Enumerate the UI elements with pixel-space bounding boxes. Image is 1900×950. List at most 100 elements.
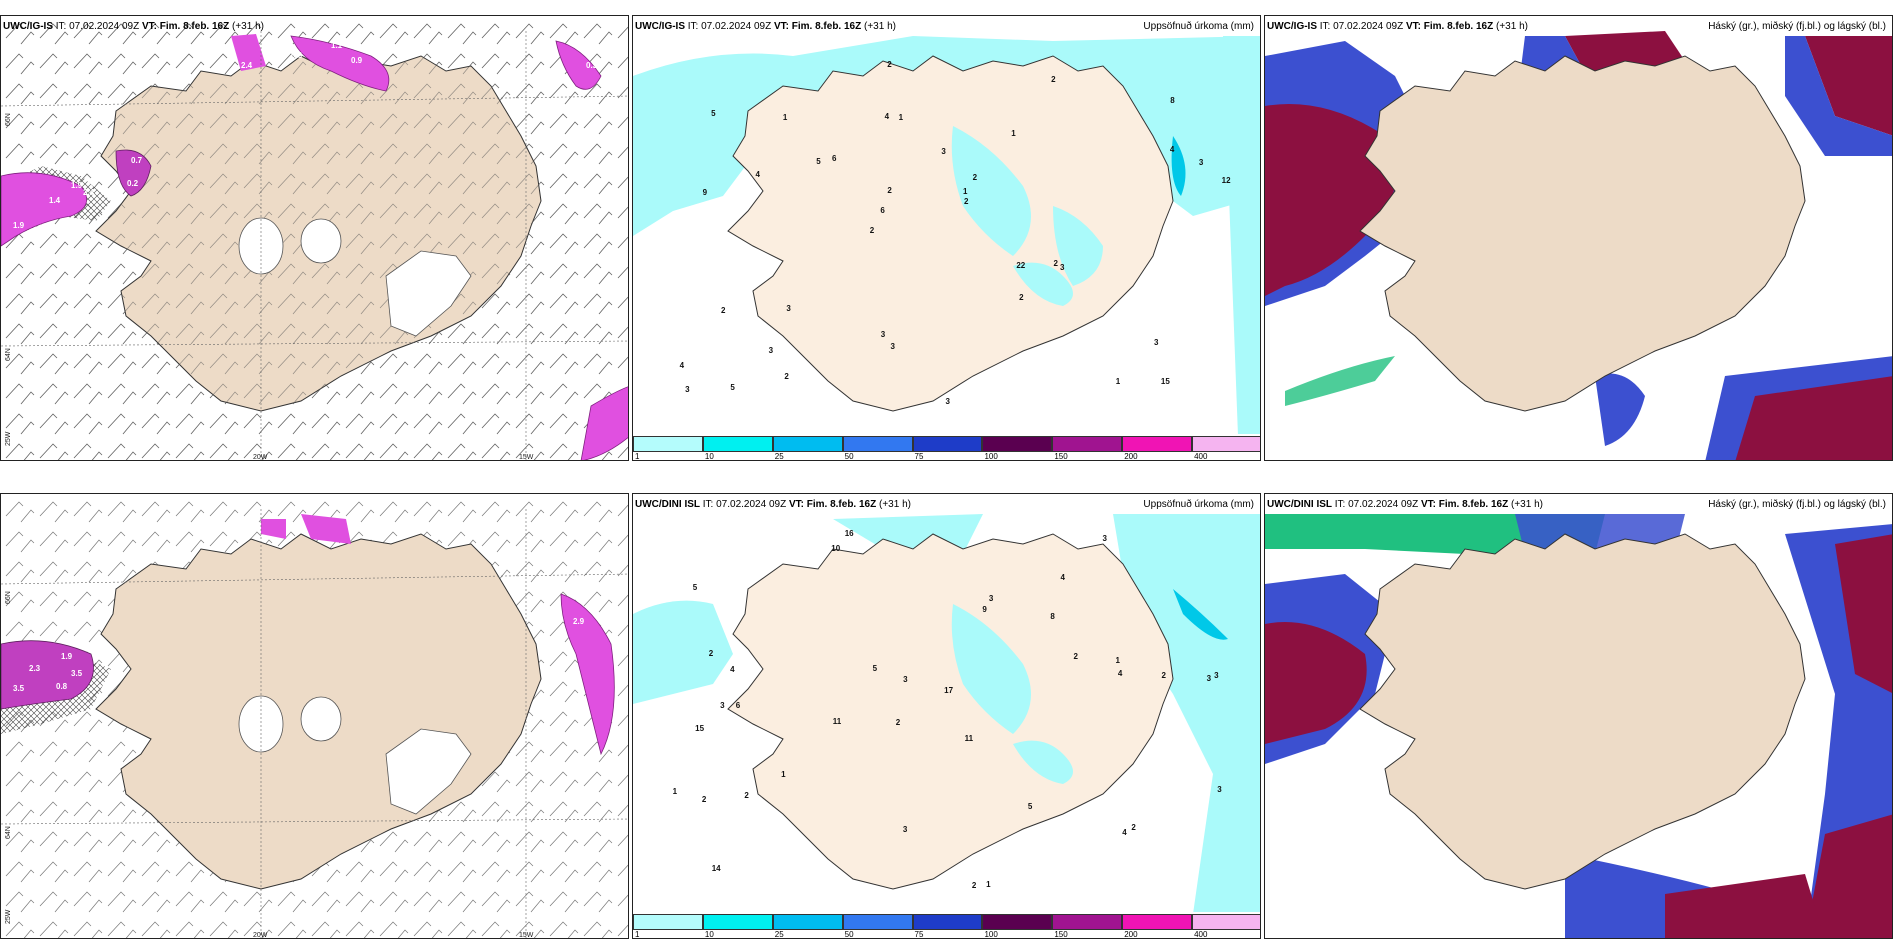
lat-label-64n: 64N — [5, 348, 12, 361]
precip-value: 5 — [711, 108, 716, 118]
precip-value: 22 — [1016, 260, 1026, 270]
precip-value: 3 — [1102, 534, 1107, 544]
map-panel-precip-igis: UWC/IG-IS IT: 07.02.2024 09Z VT: Fim. 8.… — [632, 15, 1261, 461]
wind-value: 0.8 — [56, 682, 68, 691]
lat-label-66n: 66N — [5, 113, 12, 126]
wind-value: 0.9 — [351, 56, 363, 65]
precip-value: 9 — [702, 187, 708, 197]
precip-value: 4 — [679, 361, 685, 371]
precip-value: 5 — [692, 583, 698, 593]
lead-time: (+31 h) — [864, 21, 896, 32]
precip-value: 2 — [869, 226, 875, 236]
model-name: UWC/DINI ISL — [635, 499, 700, 510]
panel-title: UWC/DINI ISL IT: 07.02.2024 09Z VT: Fim.… — [1267, 499, 1543, 510]
lead-time: (+31 h) — [879, 499, 911, 510]
precip-value: 2 — [971, 881, 977, 891]
init-time: IT: 07.02.2024 09Z — [687, 21, 772, 32]
model-name: UWC/IG-IS — [3, 21, 53, 32]
wind-value: 1.9 — [71, 181, 83, 190]
precip-value: 2 — [701, 794, 707, 804]
colorbar-tick-label: 200 — [1124, 452, 1138, 461]
colorbar-tick-label: 10 — [704, 930, 714, 939]
colorbar-tick-label: 200 — [1124, 930, 1138, 939]
precip-value: 2 — [887, 186, 892, 196]
precip-value: 2 — [963, 196, 969, 206]
precip-value: 2 — [1053, 258, 1058, 268]
precip-value: 1 — [781, 769, 786, 779]
precip-map — [633, 16, 1260, 460]
precip-value: 2 — [708, 648, 714, 658]
colorbar-tick-label: 1 — [635, 452, 640, 461]
precip-value: 4 — [1122, 828, 1127, 838]
colorbar-tick-label: 25 — [774, 930, 784, 939]
model-name: UWC/DINI ISL — [1267, 499, 1332, 510]
precip-value: 8 — [1050, 611, 1055, 621]
wind-value: 0.6 — [291, 51, 303, 60]
wind-value: 0.2 — [127, 179, 139, 188]
precip-value: 2 — [721, 306, 726, 316]
colorbar-tick-label: 150 — [1054, 930, 1068, 939]
colorbar-tick-label: 100 — [984, 452, 998, 461]
precip-value: 3 — [685, 384, 690, 394]
wind-value: 3.5 — [71, 669, 83, 678]
precip-value: 3 — [880, 329, 886, 339]
valid-time: Fim. 8.feb. 16Z — [791, 21, 862, 32]
precip-value: 5 — [730, 382, 735, 392]
colorbar-swatch — [1052, 436, 1123, 452]
wind-value: 1.9 — [13, 221, 25, 230]
precip-value: 5 — [872, 663, 878, 673]
lon-label-25w: 25W — [5, 909, 12, 924]
precip-value: 9 — [982, 605, 987, 615]
precip-value: 11 — [964, 733, 974, 743]
lon-label-15w: 15W — [519, 454, 534, 461]
precip-value: 3 — [1154, 337, 1159, 347]
colorbar-swatch — [633, 436, 703, 452]
precip-value: 14 — [711, 864, 721, 874]
colorbar-swatch — [982, 914, 1053, 930]
map-panel-precip-dini: UWC/DINI ISL IT: 07.02.2024 09Z VT: Fim.… — [632, 493, 1261, 939]
valid-time: Fim. 8.feb. 16Z — [1438, 499, 1509, 510]
lon-label-25w: 25W — [5, 431, 12, 446]
precip-value: 2 — [1131, 823, 1136, 833]
wind-value: 2.4 — [83, 188, 95, 197]
precip-value: 3 — [903, 674, 908, 684]
precip-value: 2 — [1161, 671, 1166, 681]
colorbar-swatch — [702, 436, 773, 452]
precip-value: 4 — [730, 664, 735, 674]
init-time: IT: 07.02.2024 09Z — [702, 499, 787, 510]
wind-value: 1.9 — [61, 652, 73, 661]
precip-value: 3 — [945, 396, 950, 406]
valid-time: Fim. 8.feb. 16Z — [1423, 21, 1494, 32]
lat-label-64n: 64N — [5, 826, 12, 839]
precip-value: 17 — [944, 686, 954, 696]
precip-value: 3 — [1059, 263, 1065, 273]
precip-value: 3 — [720, 701, 725, 711]
precip-value: 3 — [902, 825, 908, 835]
lon-label-20w: 20W — [253, 932, 268, 939]
precip-value: 1 — [1115, 376, 1121, 386]
colorbar-swatch — [702, 914, 773, 930]
precip-value: 4 — [884, 111, 890, 121]
precip-value: 6 — [831, 154, 837, 164]
precip-colorbar: 1 10 25 50 75 100 150 200 400 — [633, 910, 1260, 939]
map-panel-wind-dini: 66N 64N 25W 20W 15W 3.5 0.8 1.9 2.3 3.5 … — [0, 493, 629, 939]
init-time: IT: 07.02.2024 09Z — [55, 21, 140, 32]
precip-value: 12 — [1221, 176, 1231, 186]
precip-map — [633, 494, 1260, 938]
valid-label: VT: — [1420, 499, 1436, 510]
wind-value: 0.7 — [131, 156, 143, 165]
colorbar-swatch — [633, 914, 703, 930]
precip-value: 4 — [1117, 669, 1123, 679]
panel-title: UWC/DINI ISL IT: 07.02.2024 09Z VT: Fim.… — [635, 499, 911, 510]
colorbar-swatch — [1192, 914, 1260, 930]
colorbar-swatch — [1192, 436, 1260, 452]
colorbar-swatch — [842, 914, 913, 930]
colorbar-swatch — [1122, 914, 1193, 930]
precip-value: 1 — [1115, 655, 1120, 665]
colorbar-tick-label: 50 — [844, 930, 854, 939]
precip-value: 4 — [1169, 144, 1175, 154]
colorbar-tick-label: 25 — [774, 452, 784, 461]
precip-value: 2 — [1073, 652, 1078, 662]
precip-value: 3 — [890, 342, 895, 352]
colorbar-swatch — [842, 436, 913, 452]
